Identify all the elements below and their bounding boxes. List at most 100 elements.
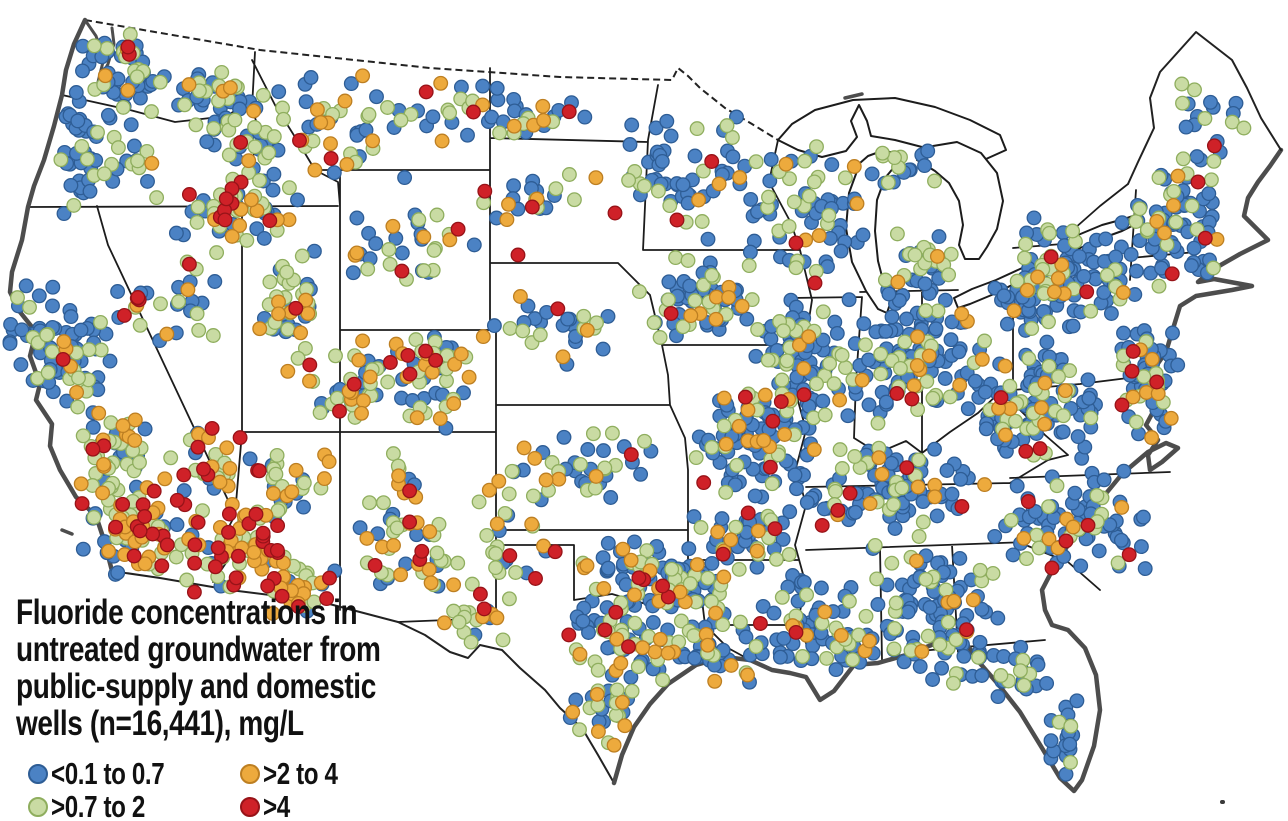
- map-dot: [382, 355, 398, 370]
- map-dot: [1065, 223, 1081, 239]
- map-dot: [912, 659, 928, 674]
- map-dot: [801, 188, 817, 204]
- map-dot: [1065, 318, 1081, 334]
- map-dot: [163, 450, 179, 466]
- map-dot: [361, 225, 377, 241]
- map-dot: [719, 118, 735, 134]
- map-dot: [572, 646, 588, 662]
- map-title: Fluoride concentrations in untreated gro…: [16, 594, 381, 742]
- map-dot: [931, 229, 947, 245]
- map-dot: [716, 569, 732, 585]
- map-dot: [694, 214, 710, 229]
- map-dot: [284, 484, 300, 500]
- map-dot: [943, 332, 959, 348]
- map-dot: [1175, 95, 1190, 111]
- map-dot: [716, 390, 732, 406]
- map-dot: [232, 218, 248, 233]
- map-dot: [1089, 488, 1105, 503]
- map-dot: [351, 352, 367, 368]
- map-dot: [579, 558, 595, 574]
- map-dot: [71, 370, 86, 386]
- map-dot: [579, 322, 595, 338]
- map-dot: [588, 170, 604, 186]
- map-dot: [829, 325, 845, 341]
- map-dot: [847, 449, 863, 464]
- map-dot: [1201, 186, 1217, 202]
- map-dot: [942, 389, 958, 405]
- map-dot: [585, 426, 601, 442]
- map-dot: [1016, 530, 1032, 546]
- map-dot: [742, 244, 758, 260]
- map-dot: [864, 166, 880, 182]
- map-dot: [974, 601, 990, 617]
- map-dot: [75, 428, 91, 444]
- map-dot: [894, 480, 910, 496]
- map-dot: [497, 505, 513, 521]
- map-dot: [221, 506, 237, 522]
- map-dot: [393, 112, 409, 128]
- map-dot: [460, 127, 475, 143]
- map-dot: [815, 393, 831, 409]
- map-dot: [689, 557, 705, 573]
- map-dot: [181, 187, 197, 202]
- map-dot: [911, 452, 927, 468]
- map-dot: [218, 191, 234, 207]
- map-dot: [740, 505, 756, 521]
- map-dot: [91, 405, 107, 421]
- map-dot: [715, 546, 731, 562]
- map-dot: [1041, 225, 1057, 241]
- map-dot: [575, 613, 591, 629]
- map-dot: [997, 358, 1013, 374]
- map-dot: [516, 440, 532, 456]
- map-dot: [613, 655, 629, 671]
- map-dot: [956, 648, 972, 664]
- map-dot: [196, 461, 211, 477]
- map-dot: [367, 557, 383, 573]
- map-dot: [464, 576, 480, 592]
- map-dot: [781, 218, 797, 234]
- map-dot: [630, 659, 646, 675]
- map-dot: [416, 263, 432, 279]
- map-dot: [361, 107, 377, 122]
- map-dot: [293, 325, 309, 341]
- map-dot: [878, 323, 894, 339]
- map-dot: [1091, 543, 1107, 559]
- map-dot: [732, 170, 748, 185]
- map-dot: [266, 129, 282, 145]
- map-dot: [288, 462, 304, 478]
- map-dot: [873, 346, 889, 362]
- map-dot: [918, 303, 934, 319]
- map-dot: [862, 496, 878, 512]
- map-dot: [1058, 533, 1074, 549]
- map-dot: [66, 197, 82, 213]
- map-dot: [729, 109, 744, 125]
- map-dot: [260, 578, 276, 594]
- map-dot: [1083, 303, 1099, 319]
- map-dot: [948, 632, 964, 648]
- map-dot: [1017, 250, 1032, 266]
- map-dot: [85, 441, 101, 457]
- map-dot: [668, 250, 684, 266]
- map-dot: [977, 333, 992, 349]
- map-dot: [1168, 214, 1184, 230]
- map-dot: [501, 486, 517, 502]
- map-dot: [10, 290, 25, 306]
- map-dot: [1151, 170, 1167, 186]
- map-dot: [927, 173, 942, 189]
- map-dot: [683, 308, 699, 324]
- map-dot: [489, 80, 505, 96]
- map-dot: [715, 617, 731, 633]
- map-dot: [621, 172, 637, 188]
- map-dot: [144, 104, 159, 120]
- map-dot: [925, 672, 941, 687]
- map-dot: [290, 192, 305, 208]
- map-dot: [775, 531, 791, 547]
- map-dot: [772, 649, 788, 665]
- map-dot: [927, 441, 942, 457]
- map-dot: [799, 494, 815, 510]
- map-dot: [718, 484, 734, 500]
- map-dot: [873, 366, 889, 382]
- map-dot: [499, 212, 515, 228]
- map-dot: [527, 450, 543, 466]
- map-dot: [532, 327, 548, 343]
